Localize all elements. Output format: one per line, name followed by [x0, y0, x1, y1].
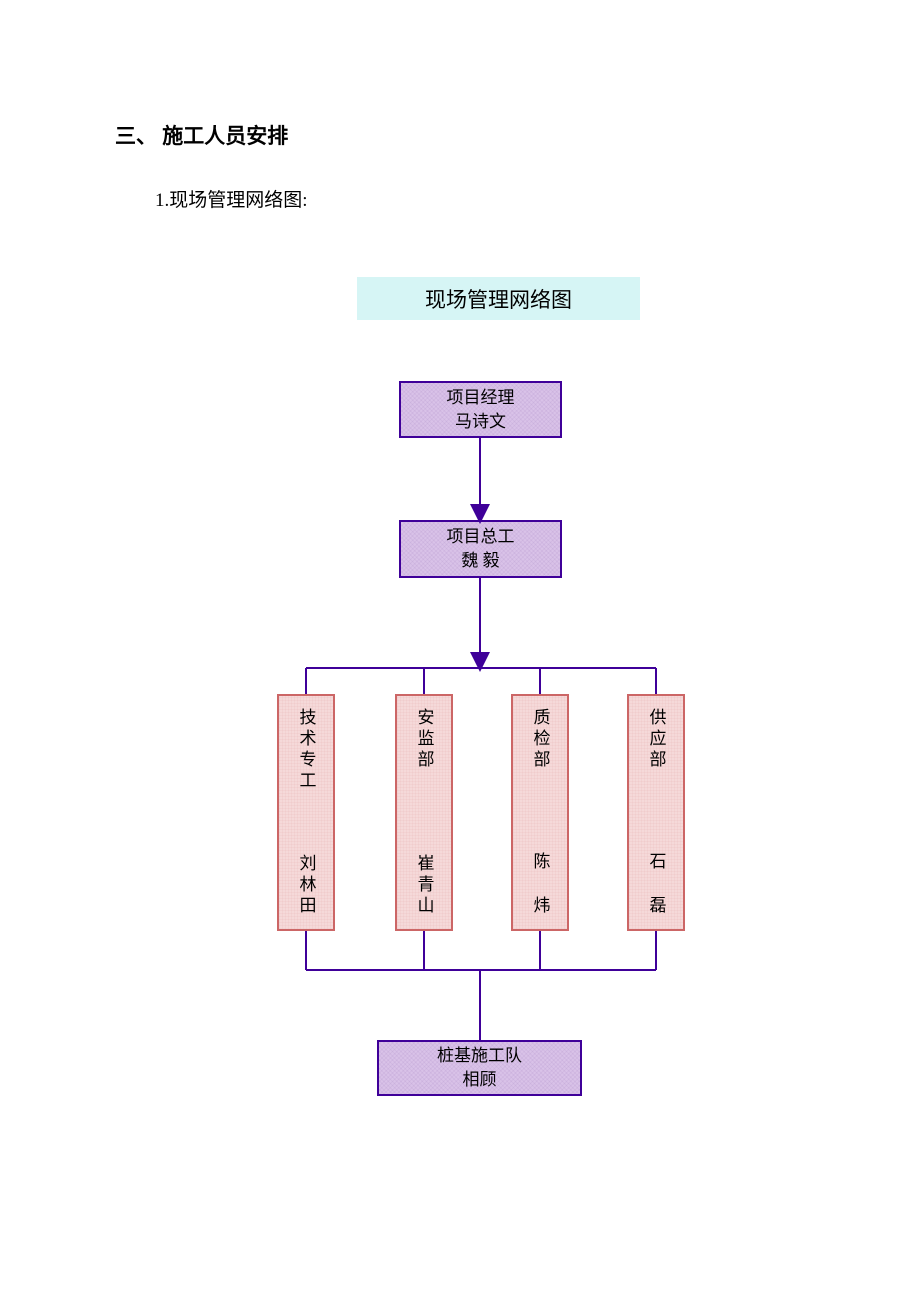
node-quality-dept: 质检部 陈 炜 — [511, 694, 569, 931]
node-label-line2: 相顾 — [463, 1068, 497, 1092]
person-label: 刘林田 — [294, 854, 319, 917]
node-construction-team: 桩基施工队 相顾 — [377, 1040, 582, 1096]
dept-label: 供应部 — [644, 708, 669, 771]
node-chief-engineer: 项目总工 魏 毅 — [399, 520, 562, 578]
connector-lines — [0, 0, 920, 1302]
dept-label: 技术专工 — [294, 708, 319, 792]
chart-title: 现场管理网络图 — [357, 277, 640, 320]
node-project-manager: 项目经理 马诗文 — [399, 381, 562, 438]
dept-label: 质检部 — [528, 708, 553, 771]
person-label: 陈 炜 — [528, 852, 553, 917]
person-label: 崔青山 — [412, 854, 437, 917]
node-supply-dept: 供应部 石 磊 — [627, 694, 685, 931]
node-label-line1: 项目总工 — [447, 525, 515, 549]
node-safety-dept: 安监部 崔青山 — [395, 694, 453, 931]
subheading: 1.现场管理网络图: — [155, 185, 308, 212]
node-label-line1: 桩基施工队 — [437, 1044, 522, 1068]
dept-label: 安监部 — [412, 708, 437, 771]
node-technical-dept: 技术专工 刘林田 — [277, 694, 335, 931]
node-label-line2: 魏 毅 — [461, 549, 499, 573]
node-label-line2: 马诗文 — [455, 410, 506, 434]
node-label-line1: 项目经理 — [447, 386, 515, 410]
section-heading: 三、 施工人员安排 — [115, 120, 288, 150]
person-label: 石 磊 — [644, 852, 669, 917]
